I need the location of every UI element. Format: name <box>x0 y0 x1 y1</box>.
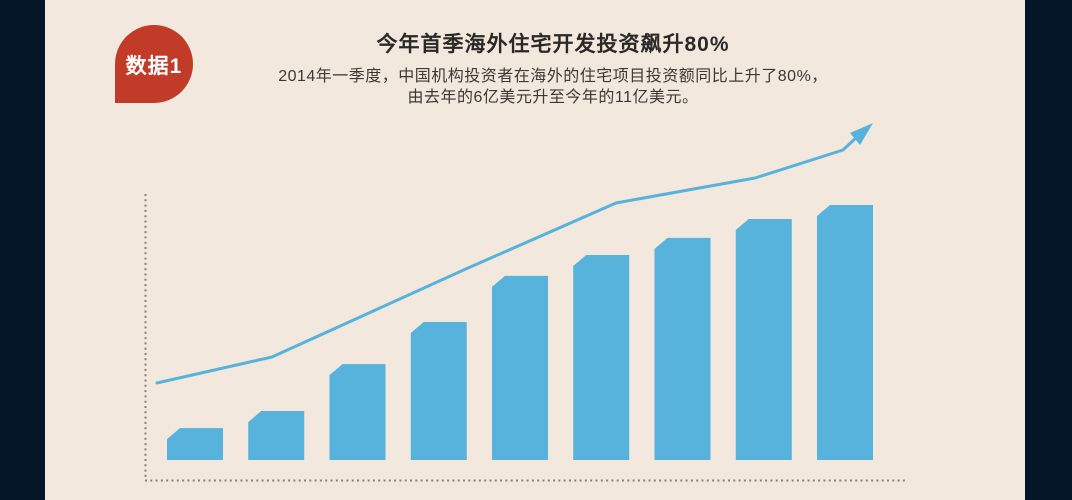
chart-subtitle-line1: 2014年一季度，中国机构投资者在海外的住宅项目投资额同比上升了80%， <box>278 68 828 85</box>
data-badge: 数据1 <box>115 25 193 103</box>
bar-8 <box>735 219 792 460</box>
chart-subtitle-line2: 由去年的6亿美元升至今年的11亿美元。 <box>407 89 699 106</box>
bar-2 <box>248 411 305 460</box>
bar-1 <box>167 428 223 460</box>
bar-9 <box>817 205 873 460</box>
chart-header: 今年首季海外住宅开发投资飙升80% 2014年一季度，中国机构投资者在海外的住宅… <box>45 0 1025 108</box>
trend-line <box>155 134 860 385</box>
bar-3 <box>329 364 386 460</box>
bar-6 <box>573 254 630 460</box>
bar-4 <box>410 322 467 460</box>
infographic-canvas: 数据1 今年首季海外住宅开发投资飙升80% 2014年一季度，中国机构投资者在海… <box>45 0 1025 500</box>
trend-arrowhead-icon <box>850 123 873 145</box>
bar-7 <box>654 237 711 460</box>
chart-subtitle: 2014年一季度，中国机构投资者在海外的住宅项目投资额同比上升了80%， 由去年… <box>81 66 1025 108</box>
bar-chart-svg <box>144 123 908 482</box>
chart-title: 今年首季海外住宅开发投资飙升80% <box>376 33 730 56</box>
data-badge-label: 数据1 <box>125 55 183 78</box>
bar-5 <box>492 275 548 460</box>
